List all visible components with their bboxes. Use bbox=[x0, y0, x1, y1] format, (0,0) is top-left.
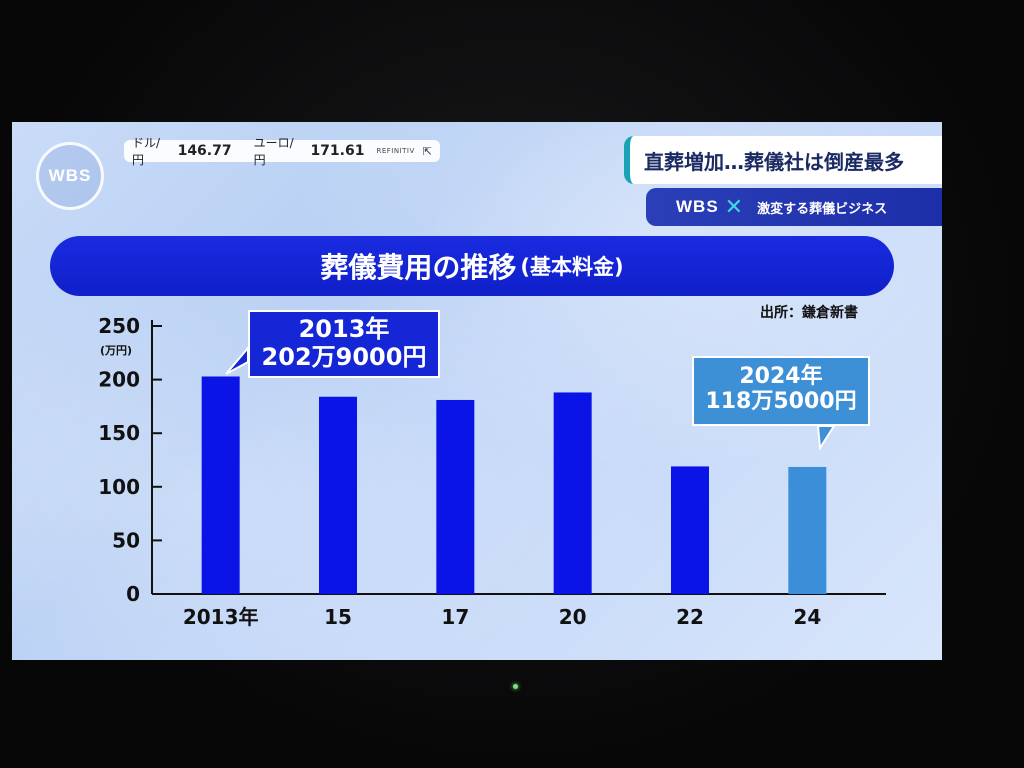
annotation-2024-pointer bbox=[816, 425, 836, 452]
x-tick-label: 2013年 bbox=[183, 605, 259, 629]
power-indicator-light bbox=[513, 684, 518, 689]
eur-label: ユーロ/円 bbox=[253, 136, 294, 167]
currency-ticker: ドル/円 146.77 ユーロ/円 171.61 REFINITIV ⇱ bbox=[124, 136, 440, 167]
y-tick-label: 150 bbox=[98, 421, 140, 445]
x-tick-label: 24 bbox=[793, 605, 821, 629]
chart-title-bar: 葬儀費用の推移 (基本料金) bbox=[50, 236, 894, 296]
refinitiv-icon: ⇱ bbox=[422, 144, 432, 158]
usd-value: 146.77 bbox=[177, 143, 232, 159]
y-tick-label: 50 bbox=[112, 528, 140, 552]
bar-5 bbox=[788, 466, 827, 594]
chart-title: 葬儀費用の推移 bbox=[320, 251, 517, 284]
y-tick-label: 100 bbox=[98, 475, 140, 499]
subbar-logo: WBS bbox=[676, 197, 719, 216]
bar-chart: 0 50 100 150 200 250 2013年 15 17 20 22 24 bbox=[98, 314, 886, 629]
news-headline: 直葬増加…葬儀社は倒産最多 bbox=[624, 136, 942, 184]
y-tick-label: 200 bbox=[98, 368, 140, 392]
x-tick-label: 22 bbox=[676, 605, 704, 629]
usd-label: ドル/円 bbox=[132, 136, 161, 167]
bar-1 bbox=[319, 396, 357, 594]
program-subbar: WBS ✕ 激変する葬儀ビジネス bbox=[646, 188, 942, 226]
cross-icon: ✕ bbox=[724, 194, 744, 220]
bar-2 bbox=[436, 399, 475, 594]
ticker-source: REFINITIV bbox=[376, 147, 415, 155]
x-tick-label: 15 bbox=[324, 605, 352, 629]
x-tick-label: 17 bbox=[441, 605, 469, 629]
bar-4 bbox=[671, 466, 709, 594]
x-tick-label: 20 bbox=[559, 605, 587, 629]
tv-screen: WBS ドル/円 146.77 ユーロ/円 171.61 REFINITIV ⇱… bbox=[12, 122, 942, 660]
subbar-text: 激変する葬儀ビジネス bbox=[757, 201, 888, 217]
bar-0 bbox=[201, 376, 240, 594]
y-tick-label: 250 bbox=[98, 314, 140, 338]
chart-source: 出所：鎌倉新書 bbox=[760, 305, 858, 321]
annotation-2013-pointer bbox=[225, 345, 249, 375]
annotation-2013: 2013年 202万9000円 bbox=[248, 310, 440, 378]
bar-3 bbox=[553, 392, 592, 594]
wbs-logo: WBS bbox=[36, 142, 104, 210]
annotation-2024: 2024年 118万5000円 bbox=[692, 356, 870, 426]
y-tick-label: 0 bbox=[126, 582, 140, 606]
y-axis-unit: (万円) bbox=[100, 344, 133, 357]
eur-value: 171.61 bbox=[310, 143, 365, 159]
chart-subtitle: (基本料金) bbox=[520, 255, 624, 279]
